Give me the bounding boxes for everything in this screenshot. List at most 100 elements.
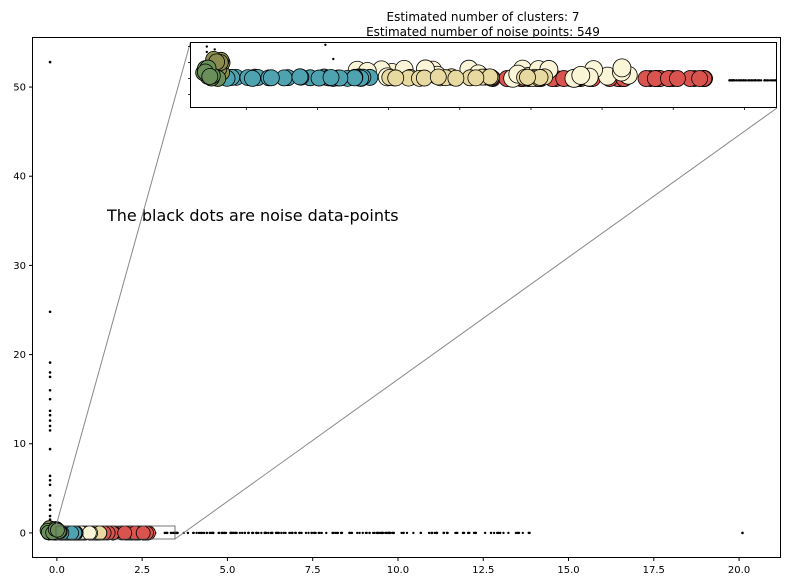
noise-point [364, 531, 368, 535]
noise-point [240, 531, 244, 535]
inset-noise-point [729, 79, 732, 82]
noise-point [507, 531, 510, 535]
x-tick-label: 17.5 [643, 565, 665, 576]
noise-point [528, 531, 531, 535]
noise-point [48, 397, 52, 401]
noise-point [48, 518, 52, 521]
noise-point [163, 531, 167, 535]
noise-point [473, 531, 477, 535]
connector-line-left [55, 41, 191, 527]
inset-ticks [188, 46, 745, 110]
cluster-point-red [117, 525, 133, 541]
noise-point [389, 531, 392, 535]
noise-point [48, 474, 52, 478]
inset-noise-point [747, 79, 750, 82]
inset-noise-point [769, 79, 772, 82]
noise-point [255, 531, 259, 535]
y-tick-label: 20 [13, 350, 26, 361]
noise-point [741, 531, 744, 535]
y-tick-label: 10 [13, 439, 26, 450]
noise-point [48, 371, 52, 374]
chart-title: Estimated number of clusters: 7 [386, 10, 579, 24]
noise-point [495, 531, 499, 535]
inset-noise-point [213, 48, 216, 51]
noise-point [461, 531, 465, 535]
chart-subtitle: Estimated number of noise points: 549 [366, 25, 600, 39]
noise-point [284, 531, 287, 535]
inset-cluster-point-red [691, 70, 709, 87]
noise-point [48, 483, 52, 487]
noise-point [294, 531, 297, 535]
inset-cluster-point-beige [387, 69, 405, 87]
inset-axes [188, 42, 783, 110]
noise-point [48, 447, 52, 451]
noise-point [402, 531, 405, 535]
y-tick-label: 40 [13, 172, 26, 183]
inset-cluster-point-teal [262, 69, 280, 87]
noise-point [435, 531, 439, 535]
inset-noise-point [781, 79, 783, 81]
inset-frame [190, 42, 777, 108]
plot-frame [32, 37, 781, 558]
inset-cluster-point-beige [447, 69, 465, 87]
noise-point [247, 531, 250, 535]
noise-point [405, 531, 409, 535]
noise-point [387, 531, 390, 535]
noise-point [232, 531, 235, 535]
inset-noise-point [753, 79, 756, 82]
x-tick-label: 0.0 [49, 565, 65, 576]
noise-point [198, 531, 202, 535]
inset-noise-point [757, 79, 760, 82]
inset-noise-point [737, 79, 741, 82]
zoom-indicator [55, 41, 778, 540]
noise-point [320, 531, 323, 535]
noise-point [517, 531, 521, 535]
inset-cluster-point-beige [429, 68, 447, 86]
plot-area: 0.0 2.5 5.0 7.5 10.0 12.5 15.0 17.5 20.0 0 10 20 30… [13, 37, 781, 576]
inset-noise-point [730, 79, 734, 82]
y-axis: 0 10 20 30 40 50 [13, 83, 33, 539]
noise-point [412, 531, 415, 535]
inset-cluster-point-beige [467, 69, 485, 87]
noise-point [442, 531, 445, 535]
noise-point [502, 531, 505, 535]
noise-point [350, 531, 354, 535]
noise-point [331, 531, 335, 535]
noise-point [48, 388, 52, 392]
noise-point [348, 531, 351, 535]
noise-point [211, 531, 215, 535]
inset-noise-point [742, 79, 745, 82]
noise-point [267, 531, 270, 535]
x-tick-label: 15.0 [557, 565, 579, 576]
inset-noise-point [205, 50, 209, 54]
noise-point [265, 531, 268, 535]
inset-noise-point [763, 79, 766, 82]
noise-point [400, 531, 403, 535]
noise-point [377, 531, 380, 535]
noise-point [456, 531, 459, 535]
annotation-text: The black dots are noise data-points [106, 206, 399, 225]
cluster-point-olive-green [49, 522, 65, 538]
cluster-point-cream [81, 525, 97, 541]
noise-point [280, 531, 283, 535]
noise-point [492, 531, 496, 535]
noise-point [336, 531, 340, 535]
noise-point [361, 531, 364, 535]
noise-point [300, 531, 303, 535]
noise-point [48, 479, 52, 482]
noise-point [298, 531, 301, 535]
inset-noise-point [744, 79, 748, 82]
noise-point [48, 409, 52, 413]
inset-cluster-point-teal [346, 69, 363, 87]
noise-point [392, 531, 396, 535]
noise-point [288, 531, 291, 535]
x-tick-label: 20.0 [728, 565, 750, 576]
y-tick-label: 30 [13, 261, 26, 272]
noise-point [48, 508, 52, 512]
noise-point [200, 531, 204, 535]
inset-cluster-point-teal [322, 69, 340, 86]
noise-point [263, 531, 266, 535]
noise-point [48, 424, 52, 428]
noise-point [195, 531, 198, 535]
